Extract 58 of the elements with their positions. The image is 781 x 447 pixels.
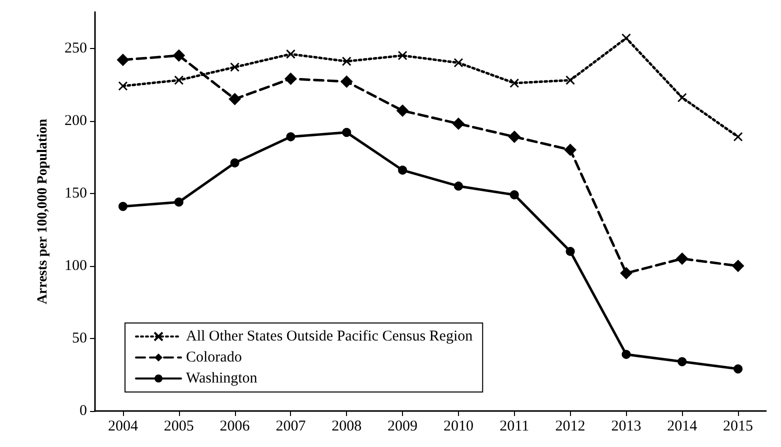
point — [342, 56, 352, 66]
legend-label: All Other States Outside Pacific Census Region — [186, 328, 474, 344]
x-tick-label: 2014 — [667, 418, 698, 434]
point — [734, 364, 743, 374]
point — [733, 132, 743, 142]
point — [566, 75, 576, 85]
y-tick-label: 200 — [64, 112, 87, 129]
point — [452, 118, 464, 130]
x-tick-label: 2006 — [220, 418, 250, 434]
y-tick-label: 250 — [64, 40, 87, 56]
point — [566, 246, 575, 256]
point — [340, 76, 353, 88]
point — [174, 198, 184, 207]
point — [508, 130, 520, 143]
y-tick-label: 150 — [64, 185, 87, 202]
point — [677, 92, 687, 102]
point — [284, 72, 297, 85]
point — [510, 190, 519, 200]
point — [398, 50, 408, 60]
point — [118, 202, 128, 211]
x-tick-label: 2008 — [332, 418, 362, 434]
x-tick-label: 2007 — [276, 418, 306, 434]
point — [564, 144, 576, 156]
point — [732, 260, 744, 272]
point — [230, 158, 240, 168]
point — [510, 78, 520, 88]
x-tick-label: 2012 — [555, 418, 586, 434]
point — [454, 58, 464, 68]
point — [172, 50, 185, 62]
point — [622, 350, 631, 359]
x-tick-label: 2005 — [164, 418, 194, 434]
point — [286, 132, 296, 142]
point — [118, 81, 128, 91]
point — [116, 54, 129, 66]
x-tick-label: 2011 — [500, 418, 530, 434]
point — [454, 182, 463, 191]
x-tick-label: 2010 — [443, 418, 474, 434]
point — [398, 166, 408, 175]
point — [230, 62, 240, 72]
y-axis-title: Arrests per 100,000 Population — [36, 118, 50, 304]
point — [678, 357, 687, 366]
point — [342, 128, 352, 137]
y-tick-label: 100 — [64, 258, 87, 274]
y-tick-label: 0 — [80, 403, 87, 419]
point — [621, 33, 631, 43]
x-tick-label: 2015 — [723, 418, 754, 434]
point — [676, 252, 688, 265]
x-tick-label: 2013 — [611, 418, 642, 434]
point — [396, 104, 409, 117]
y-tick-label: 50 — [72, 330, 87, 346]
legend-label: Washington — [186, 370, 258, 386]
legend-label: Colorado — [186, 350, 242, 366]
x-tick-label: 2009 — [388, 418, 418, 434]
point — [228, 93, 241, 106]
x-tick-label: 2004 — [108, 418, 138, 434]
point — [620, 267, 632, 280]
point — [286, 49, 296, 59]
point — [174, 75, 184, 85]
